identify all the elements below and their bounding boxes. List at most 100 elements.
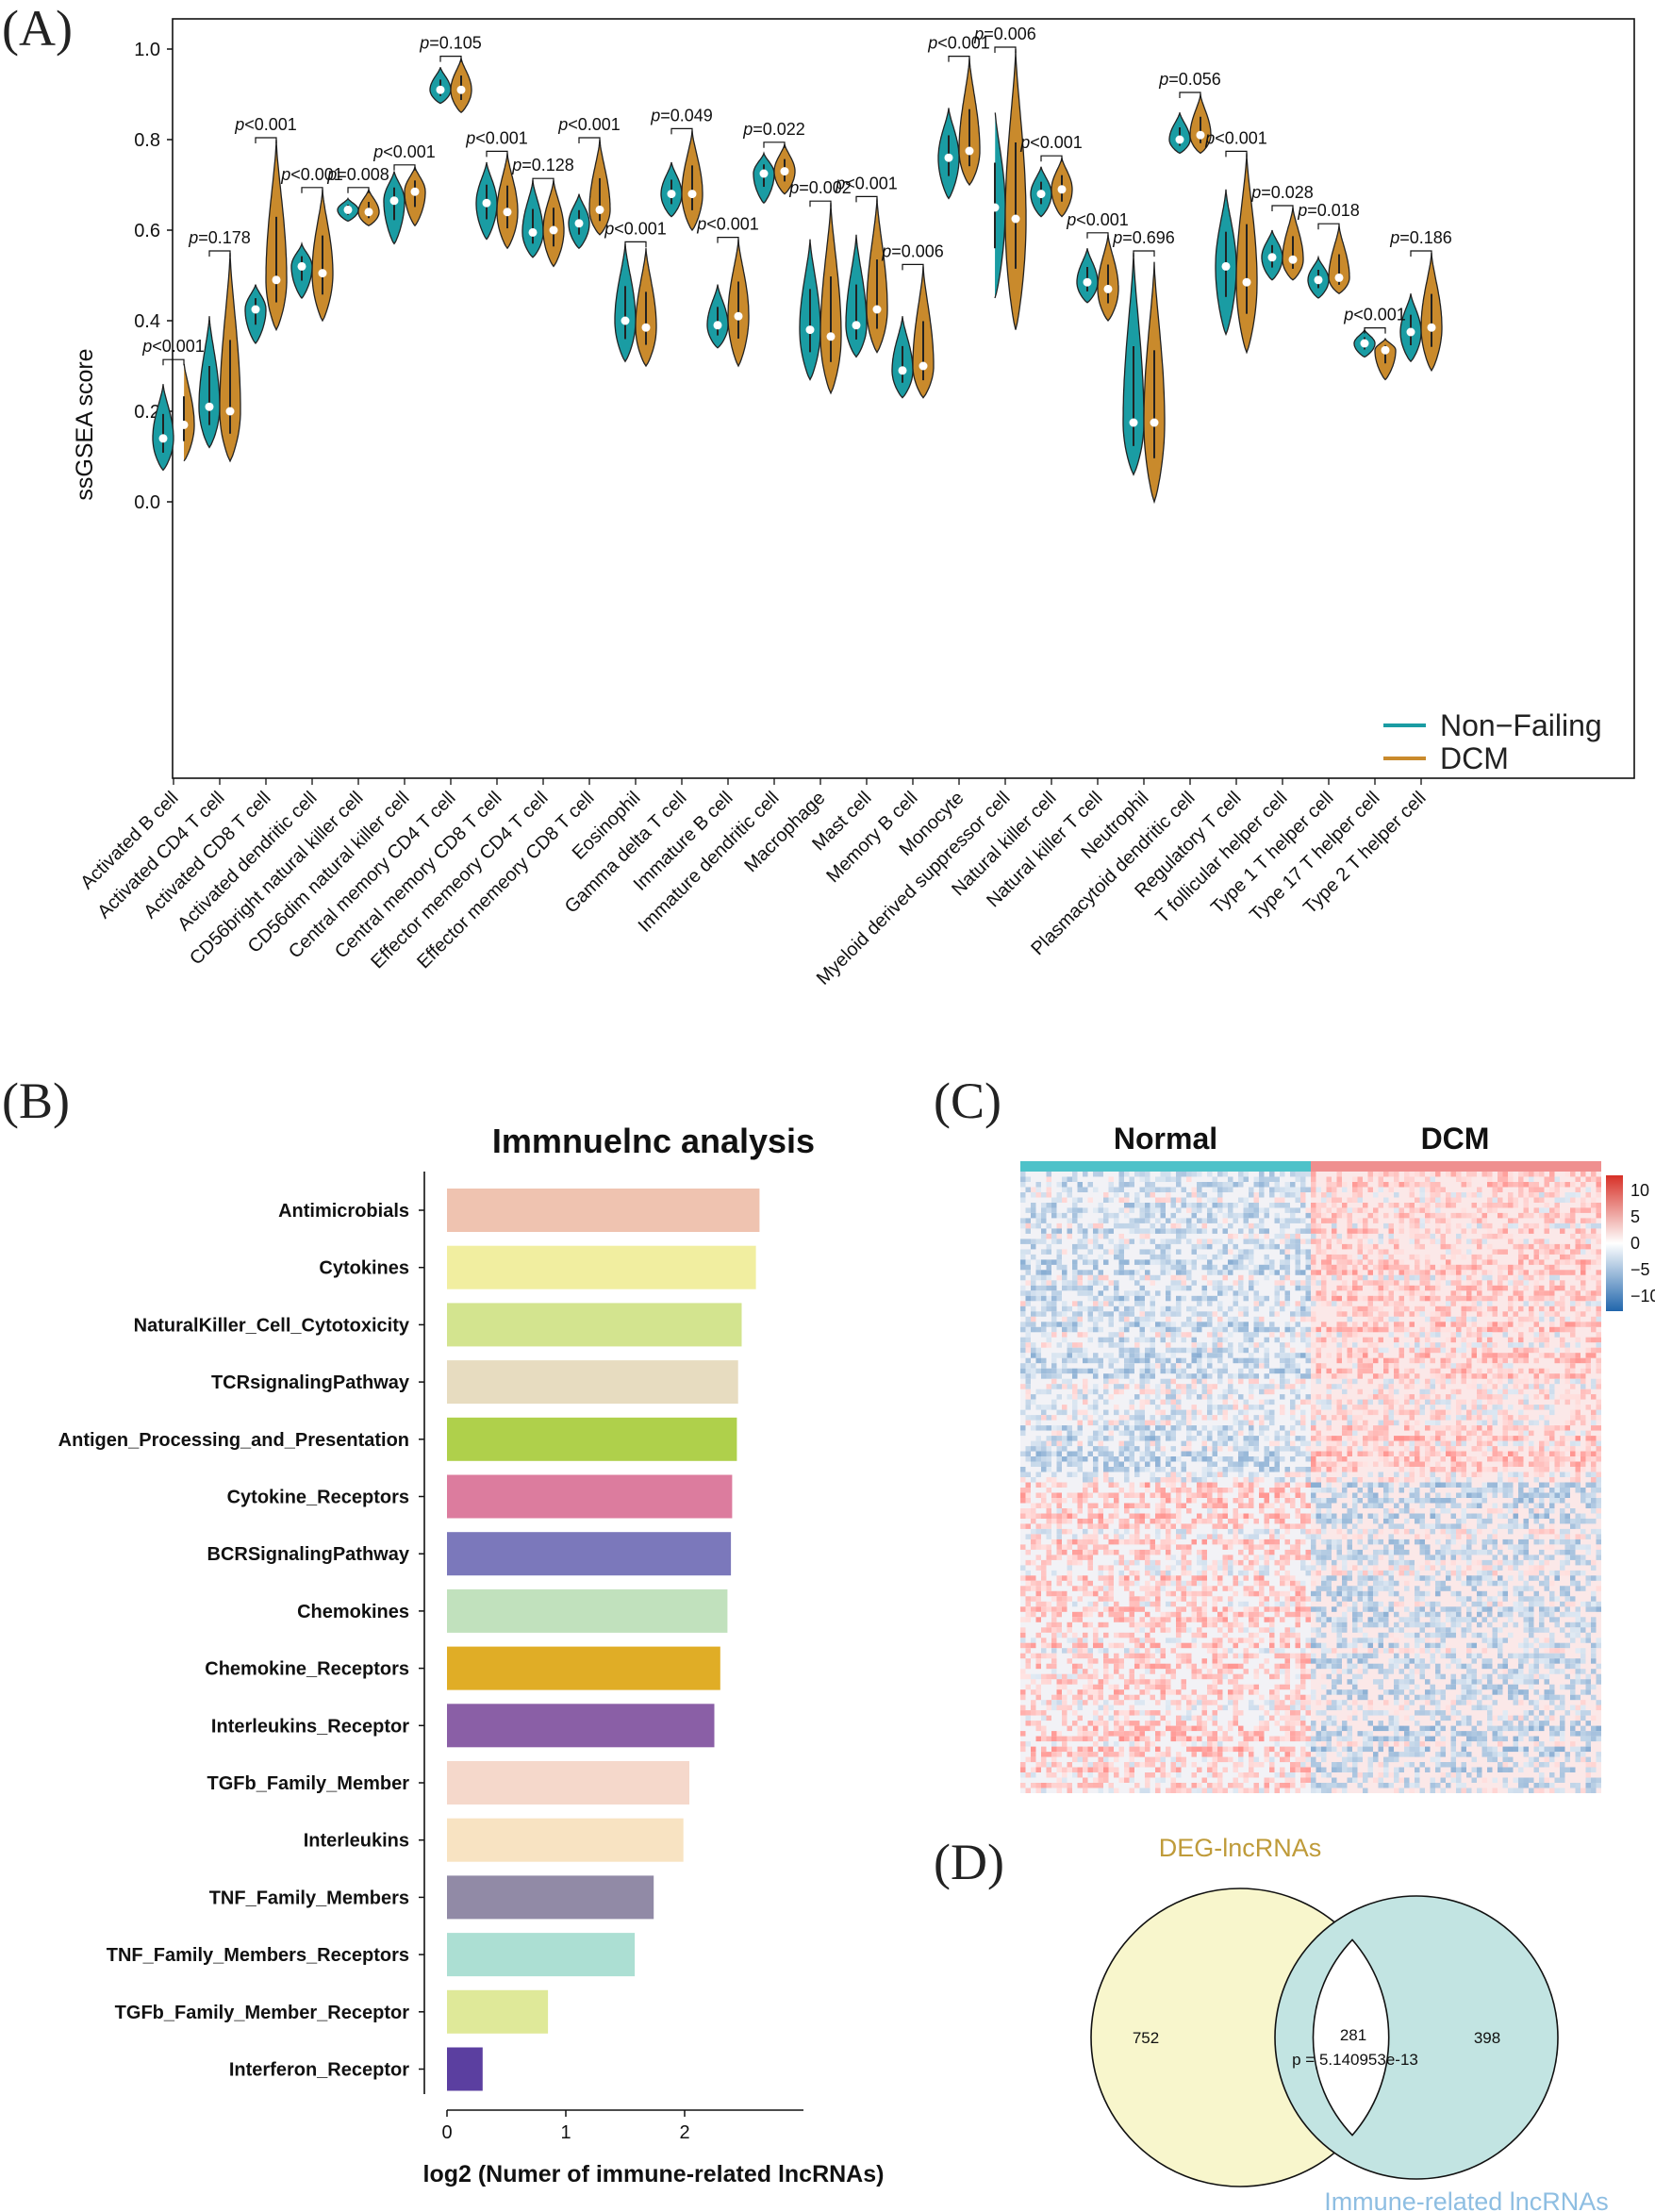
heatmap-cell: [1305, 1249, 1311, 1255]
heatmap-cell: [1259, 1405, 1265, 1410]
heatmap-cell: [1274, 1482, 1280, 1488]
heatmap-cell: [1388, 1477, 1394, 1483]
heatmap-cell: [1046, 1222, 1051, 1229]
heatmap-cell: [1212, 1280, 1217, 1286]
heatmap-cell: [1347, 1430, 1352, 1437]
heatmap-cell: [1166, 1295, 1171, 1302]
heatmap-cell: [1446, 1373, 1451, 1379]
heatmap-cell: [1067, 1508, 1072, 1514]
heatmap-cell: [1264, 1326, 1269, 1333]
heatmap-cell: [1139, 1311, 1145, 1317]
heatmap-cell: [1363, 1203, 1368, 1208]
heatmap-cell: [1083, 1488, 1088, 1493]
heatmap-cell: [1560, 1228, 1565, 1234]
heatmap-cell: [1290, 1311, 1296, 1317]
heatmap-cell: [1077, 1274, 1083, 1281]
heatmap-cell: [1222, 1405, 1228, 1410]
heatmap-cell: [1311, 1254, 1316, 1260]
heatmap-cell: [1544, 1295, 1549, 1302]
heatmap-cell: [1233, 1212, 1238, 1219]
heatmap-cell: [1160, 1513, 1166, 1519]
heatmap-cell: [1404, 1172, 1410, 1177]
heatmap-cell: [1253, 1440, 1259, 1447]
heatmap-cell: [1031, 1394, 1036, 1400]
heatmap-cell: [1415, 1233, 1420, 1239]
heatmap-cell: [1118, 1249, 1124, 1255]
heatmap-cell: [1222, 1513, 1228, 1519]
heatmap-cell: [1170, 1425, 1176, 1431]
heatmap-cell: [1217, 1394, 1223, 1400]
heatmap-cell: [1139, 1264, 1145, 1271]
heatmap-cell: [1554, 1285, 1560, 1291]
heatmap-cell: [1523, 1436, 1529, 1441]
heatmap-cell: [1357, 1389, 1363, 1395]
heatmap-cell: [1222, 1399, 1228, 1405]
heatmap-cell: [1160, 1353, 1166, 1358]
heatmap-cell: [1124, 1357, 1130, 1364]
heatmap-cell: [1549, 1425, 1555, 1431]
heatmap-cell: [1201, 1472, 1207, 1477]
heatmap-cell: [1077, 1446, 1083, 1452]
heatmap-cell: [1249, 1430, 1254, 1437]
heatmap-cell: [1280, 1384, 1285, 1389]
heatmap-cell: [1176, 1326, 1182, 1333]
heatmap-cell: [1155, 1503, 1161, 1508]
heatmap-cell: [1103, 1451, 1109, 1456]
heatmap-cell: [1025, 1420, 1031, 1426]
heatmap-cell: [1067, 1207, 1072, 1213]
heatmap-cell: [1430, 1368, 1435, 1374]
heatmap-cell: [1388, 1378, 1394, 1385]
heatmap-cell: [1181, 1203, 1186, 1208]
heatmap-cell: [1570, 1508, 1576, 1514]
heatmap-cell: [1321, 1518, 1327, 1524]
heatmap-cell: [1217, 1254, 1223, 1260]
heatmap-cell: [1596, 1259, 1601, 1265]
heatmap-cell: [1181, 1373, 1186, 1379]
heatmap-cell: [1363, 1295, 1368, 1302]
heatmap-cell: [1585, 1353, 1591, 1358]
heatmap-cell: [1046, 1270, 1051, 1275]
heatmap-cell: [1129, 1461, 1134, 1467]
heatmap-cell: [1249, 1368, 1254, 1374]
heatmap-cell: [1217, 1492, 1223, 1498]
heatmap-cell: [1020, 1363, 1026, 1369]
heatmap-cell: [1570, 1222, 1576, 1229]
heatmap-cell: [1575, 1187, 1581, 1192]
heatmap-cell: [1118, 1415, 1124, 1421]
heatmap-cell: [1243, 1409, 1249, 1416]
heatmap-cell: [1456, 1363, 1462, 1369]
heatmap-cell: [1222, 1270, 1228, 1275]
heatmap-cell: [1596, 1207, 1601, 1213]
heatmap-cell: [1222, 1436, 1228, 1441]
heatmap-cell: [1041, 1503, 1047, 1508]
heatmap-cell: [1176, 1394, 1182, 1400]
p-value-central-memory-cd8-t-cell: p<0.001: [465, 128, 528, 147]
heatmap-cell: [1461, 1264, 1466, 1271]
heatmap-cell: [1228, 1306, 1233, 1312]
heatmap-cell: [1487, 1270, 1493, 1275]
heatmap-cell: [1352, 1270, 1358, 1275]
heatmap-cell: [1388, 1228, 1394, 1234]
heatmap-cell: [1373, 1528, 1379, 1535]
heatmap-cell: [1347, 1285, 1352, 1291]
heatmap-cell: [1311, 1436, 1316, 1441]
heatmap-cell: [1435, 1420, 1441, 1426]
heatmap-cell: [1487, 1399, 1493, 1405]
heatmap-cell: [1145, 1368, 1150, 1374]
heatmap-cell: [1409, 1274, 1415, 1281]
heatmap-cell: [1233, 1389, 1238, 1395]
heatmap-cell: [1430, 1420, 1435, 1426]
heatmap-cell: [1222, 1290, 1228, 1296]
heatmap-cell: [1046, 1528, 1051, 1535]
heatmap-cell: [1186, 1207, 1192, 1213]
heatmap-cell: [1233, 1405, 1238, 1410]
heatmap-cell: [1087, 1222, 1093, 1229]
heatmap-cell: [1357, 1451, 1363, 1456]
heatmap-cell: [1170, 1347, 1176, 1354]
heatmap-cell: [1274, 1218, 1280, 1223]
heatmap-cell: [1170, 1311, 1176, 1317]
heatmap-cell: [1554, 1456, 1560, 1462]
heatmap-cell: [1041, 1259, 1047, 1265]
heatmap-cell: [1409, 1368, 1415, 1374]
heatmap-cell: [1321, 1301, 1327, 1306]
